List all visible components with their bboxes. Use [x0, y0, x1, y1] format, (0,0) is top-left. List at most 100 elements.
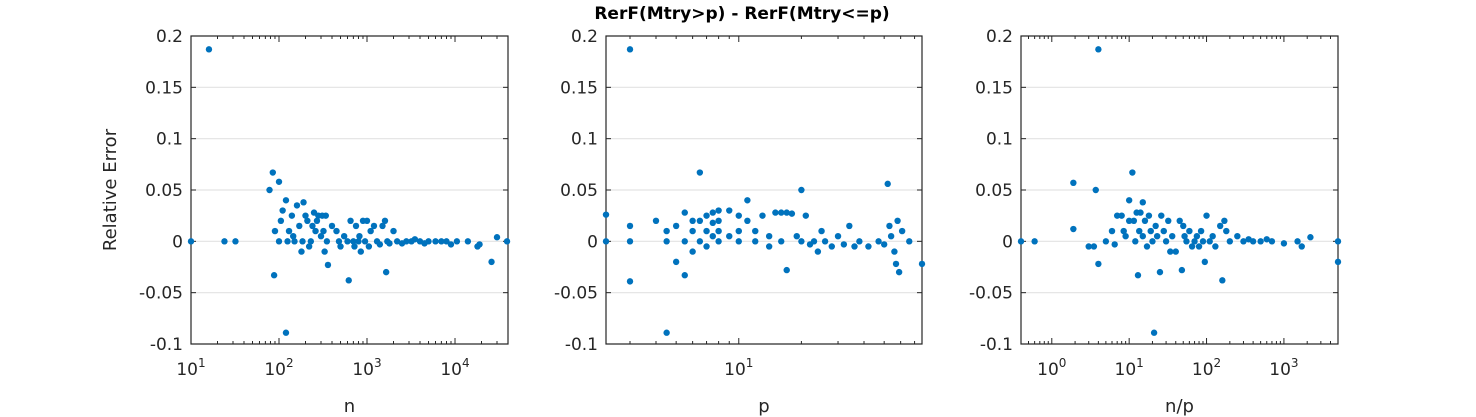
- data-point: [270, 272, 278, 279]
- data-point: [856, 238, 863, 245]
- data-point: [324, 261, 332, 269]
- data-point: [1240, 238, 1247, 245]
- data-point: [357, 248, 364, 255]
- data-point: [351, 243, 358, 250]
- data-point: [1085, 243, 1092, 250]
- data-point: [1216, 222, 1224, 230]
- data-point: [663, 227, 670, 235]
- axes-box: [1020, 35, 1339, 345]
- data-point: [232, 238, 239, 245]
- data-point: [386, 240, 393, 247]
- data-point: [715, 227, 722, 235]
- data-point: [886, 222, 893, 230]
- x-tick-label-base: 10: [1269, 360, 1291, 380]
- data-point: [715, 207, 722, 214]
- data-point: [1195, 243, 1203, 250]
- data-point: [309, 222, 316, 230]
- y-tick-label: -0.05: [554, 284, 598, 304]
- data-point: [652, 217, 660, 224]
- data-point: [322, 212, 329, 219]
- data-point: [895, 268, 903, 276]
- data-point: [1209, 233, 1216, 240]
- data-point: [275, 238, 283, 245]
- data-point: [1199, 238, 1207, 245]
- x-tick-label-exponent: 2: [1214, 356, 1222, 370]
- data-point: [356, 233, 363, 240]
- data-point: [672, 258, 680, 266]
- data-point: [783, 209, 790, 216]
- data-point: [379, 222, 386, 230]
- data-point: [1122, 233, 1129, 240]
- x-tick-label-base: 10: [724, 360, 746, 380]
- x-tick-label-base: 10: [1115, 360, 1137, 380]
- data-point: [626, 46, 634, 53]
- data-point: [1158, 212, 1165, 219]
- data-point: [759, 212, 766, 219]
- data-point: [602, 211, 610, 218]
- data-point: [282, 329, 290, 336]
- x-tick-label-base: 10: [440, 360, 462, 380]
- x-tick-label-base: 10: [264, 360, 286, 380]
- x-tick-label: 101: [176, 356, 205, 380]
- data-point: [187, 238, 195, 245]
- data-point: [1206, 238, 1213, 245]
- data-point: [1219, 277, 1226, 284]
- data-point: [335, 238, 343, 245]
- data-point: [696, 217, 704, 224]
- y-tick-label: 0.1: [156, 130, 183, 150]
- data-point: [709, 233, 716, 240]
- data-point: [752, 238, 759, 245]
- data-point: [735, 238, 742, 245]
- data-point: [1147, 227, 1154, 235]
- data-point: [772, 209, 779, 216]
- data-point: [1129, 169, 1136, 176]
- data-point: [1118, 212, 1125, 219]
- data-point: [1186, 227, 1193, 235]
- data-point: [1132, 238, 1139, 245]
- x-tick-label: 101: [724, 356, 753, 380]
- data-point: [266, 186, 273, 194]
- y-tick-label: 0.05: [560, 181, 598, 201]
- data-point: [355, 238, 362, 245]
- data-point: [1149, 238, 1156, 245]
- data-point: [744, 217, 751, 224]
- y-tick-label: 0: [587, 232, 598, 252]
- data-point: [453, 238, 461, 245]
- data-point: [284, 238, 291, 245]
- data-point: [715, 217, 722, 224]
- data-point: [1113, 212, 1121, 219]
- y-tick-label: 0.15: [975, 78, 1013, 98]
- x-tick-label-base: 10: [1037, 360, 1059, 380]
- data-point: [1092, 186, 1099, 194]
- x-tick-label-exponent: 1: [198, 356, 206, 370]
- data-point: [1280, 240, 1288, 247]
- data-point: [503, 238, 511, 245]
- data-point: [703, 212, 710, 219]
- y-tick-label: -0.05: [969, 284, 1013, 304]
- data-point: [821, 238, 829, 245]
- data-point: [1070, 179, 1077, 187]
- x-tick-label-exponent: 1: [1136, 356, 1144, 370]
- data-point: [696, 169, 704, 176]
- data-point: [1298, 243, 1305, 250]
- y-tick-label: 0.2: [156, 27, 183, 47]
- data-point: [323, 238, 331, 245]
- data-point: [672, 222, 680, 230]
- data-point: [1193, 233, 1201, 240]
- data-point: [602, 238, 610, 245]
- data-point: [277, 217, 285, 224]
- data-point: [689, 227, 696, 235]
- data-point: [1334, 238, 1342, 245]
- data-point: [840, 241, 848, 248]
- data-point: [382, 268, 390, 276]
- data-point: [321, 248, 328, 255]
- data-point: [438, 238, 445, 245]
- data-point: [834, 233, 842, 240]
- data-point: [1226, 238, 1234, 245]
- y-tick-label: 0.1: [571, 130, 598, 150]
- data-point: [376, 241, 384, 248]
